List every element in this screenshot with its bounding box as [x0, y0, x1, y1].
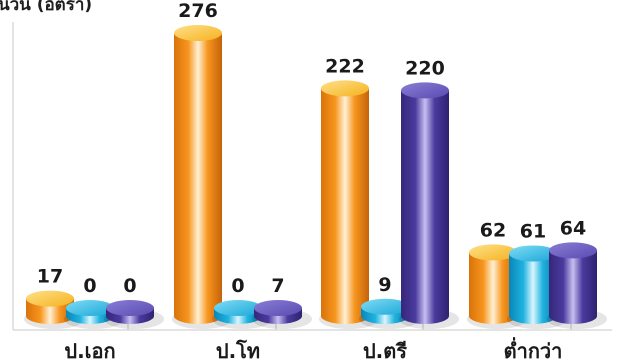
value-label: 64	[560, 217, 586, 239]
category-label: ป.ตรี	[363, 339, 407, 363]
category-label: ป.เอก	[64, 339, 115, 363]
value-label: 61	[520, 220, 546, 242]
value-label: 62	[480, 219, 506, 241]
bar-purple-4	[547, 242, 607, 329]
value-label: 220	[405, 57, 445, 79]
value-label: 0	[83, 275, 96, 297]
value-label: 222	[325, 55, 365, 77]
value-label: 0	[123, 275, 136, 297]
category-label: ต่ำกว่า	[504, 336, 563, 363]
bars	[24, 25, 607, 329]
value-labels: 17 0 0 276 0 7 222 9 220 62 61 64	[37, 0, 586, 297]
bar-orange-4	[467, 244, 527, 329]
bar-cyan-4	[507, 245, 567, 329]
value-label: 0	[231, 275, 244, 297]
category-label: ป.โท	[216, 339, 260, 363]
value-label: 17	[37, 266, 63, 288]
value-label: 276	[178, 0, 218, 22]
bar-orange-3	[319, 80, 379, 329]
y-axis-label: นวน (อัตรา)	[0, 0, 93, 15]
bar-purple-3	[399, 82, 459, 329]
bar-purple-1	[104, 300, 164, 329]
category-labels: ป.เอก ป.โท ป.ตรี ต่ำกว่า	[64, 336, 562, 363]
value-label: 7	[271, 275, 284, 297]
bar-orange-2	[172, 25, 232, 329]
value-label: 9	[378, 274, 391, 296]
bar-purple-2	[252, 300, 312, 329]
